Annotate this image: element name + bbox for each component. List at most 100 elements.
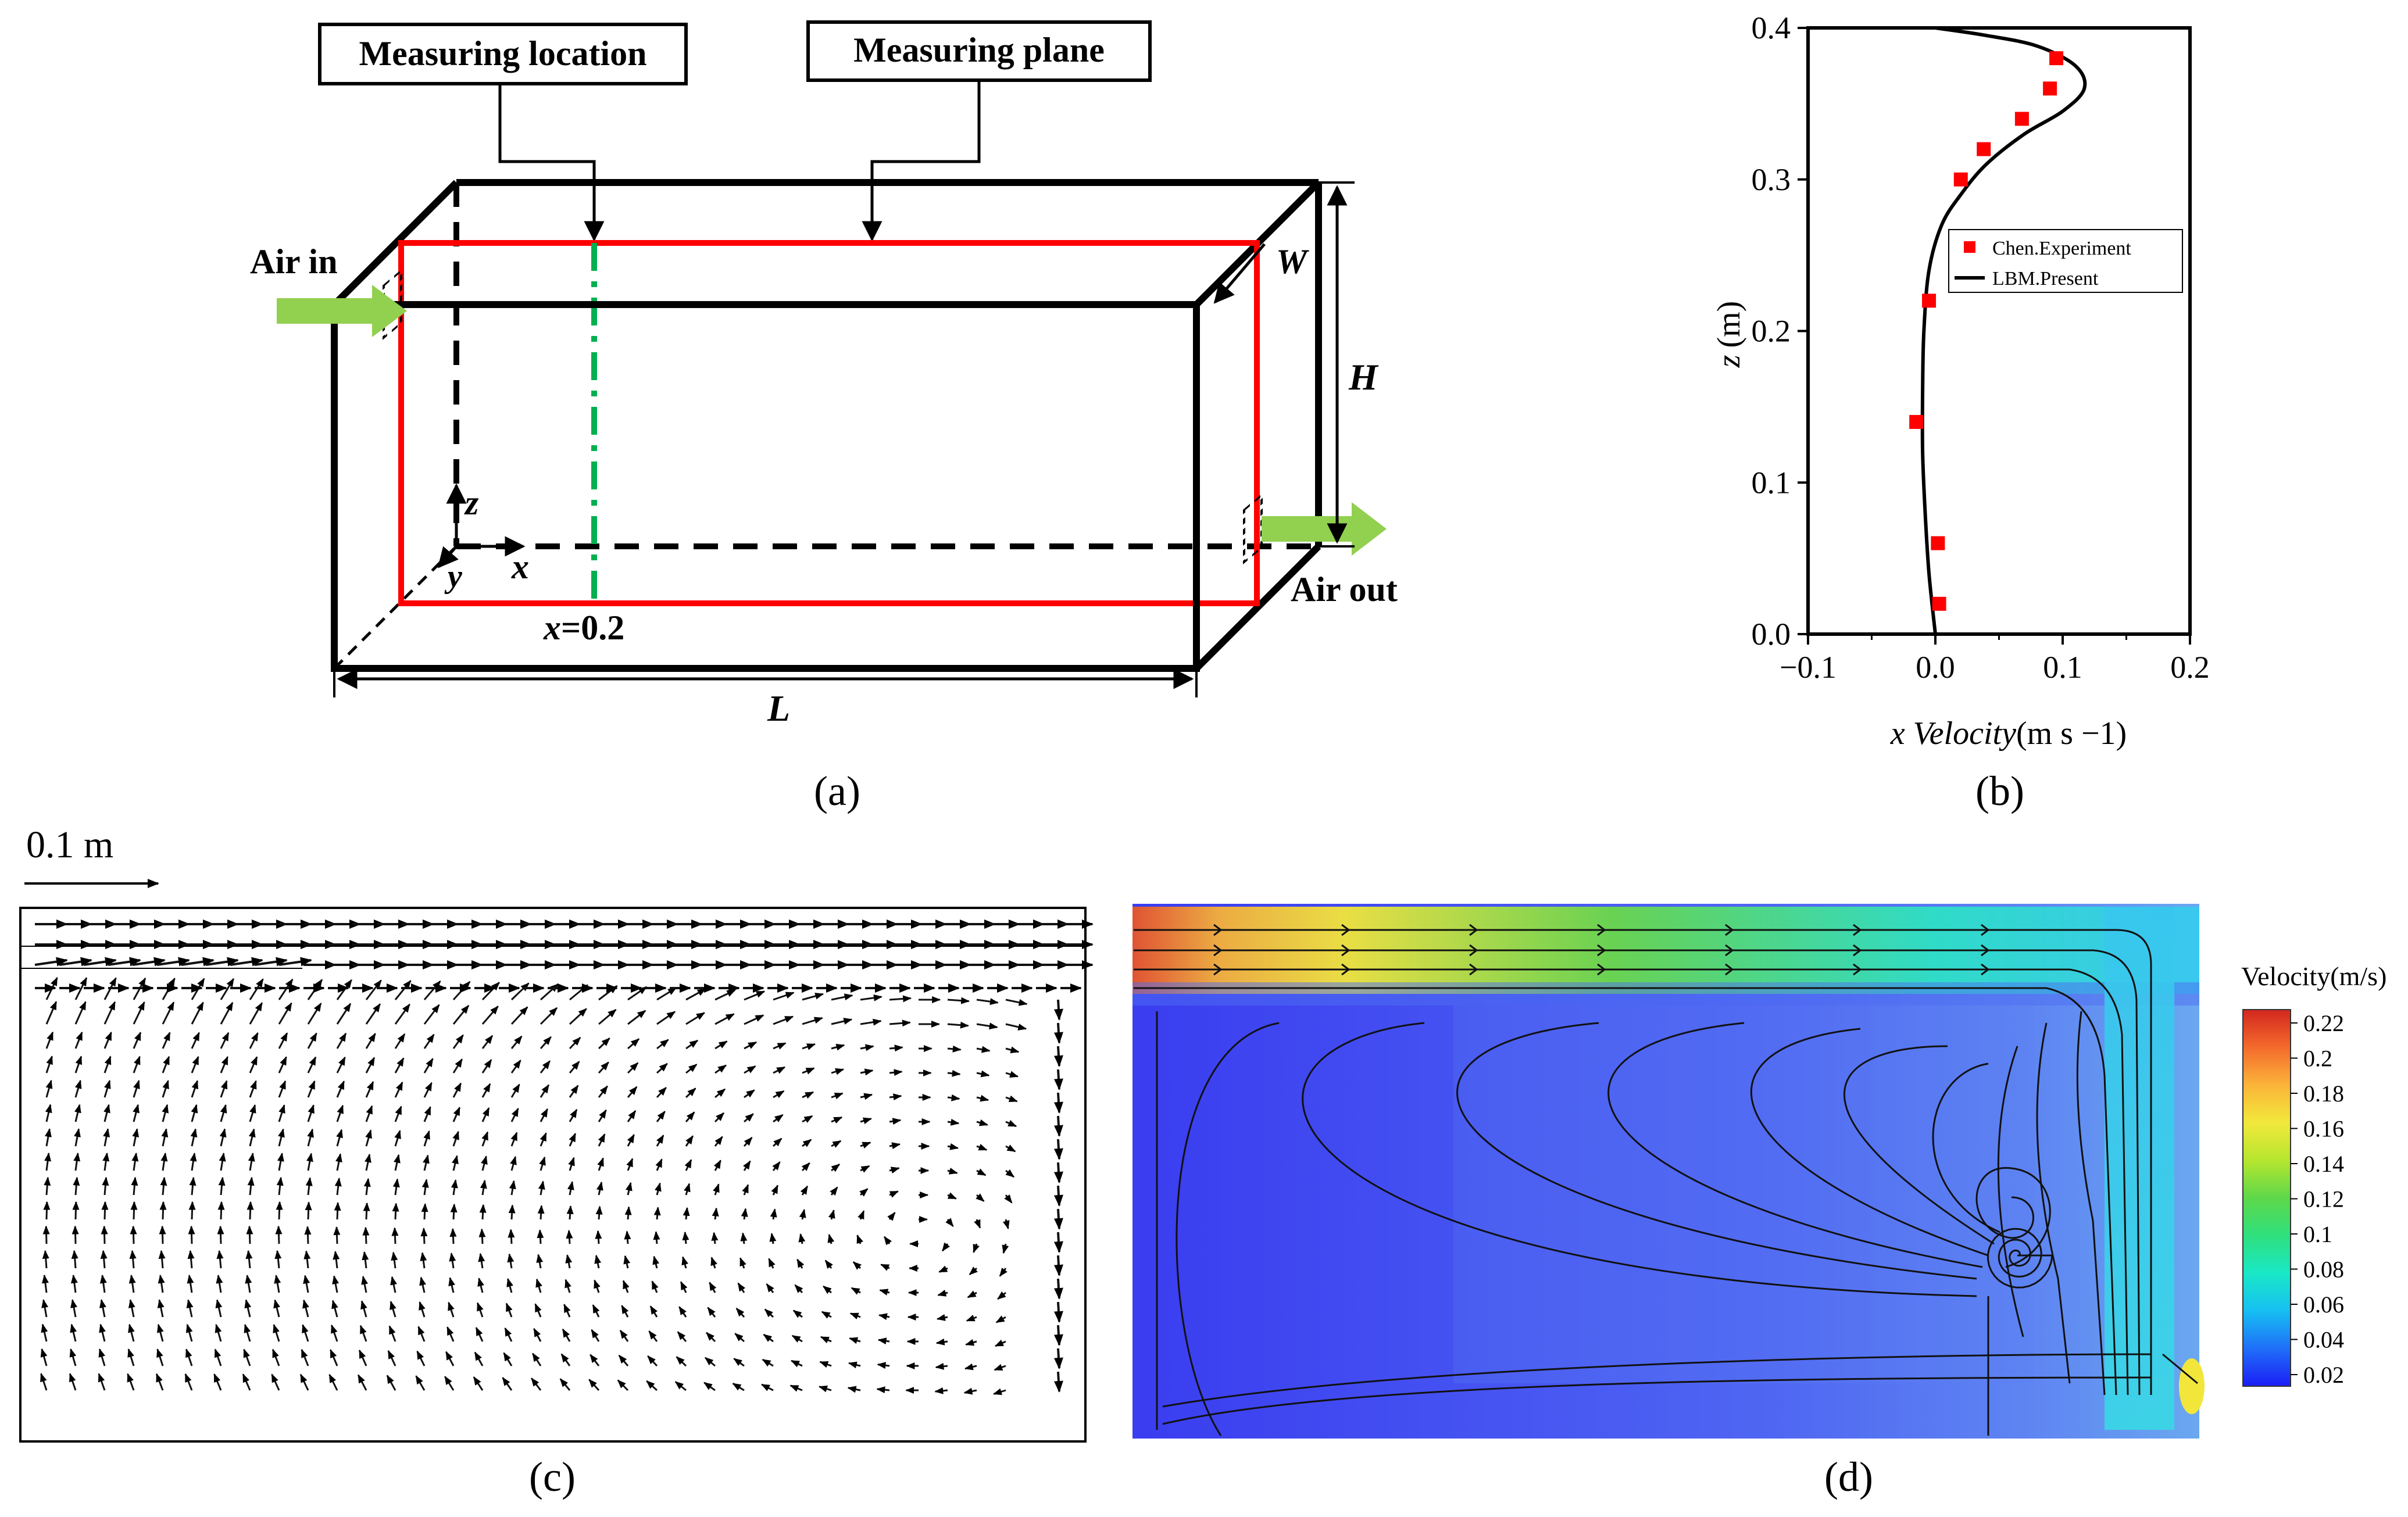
velocity-vector (98, 1348, 106, 1366)
experiment-point (1922, 294, 1937, 308)
velocity-vector (336, 1056, 346, 1074)
velocity-vector (773, 1042, 787, 1050)
velocity-vector (744, 990, 766, 1001)
velocity-vector (714, 1088, 726, 1099)
velocity-vector (248, 1128, 256, 1147)
velocity-vector (305, 1177, 313, 1196)
velocity-vector (976, 1193, 985, 1202)
wall-vector (1053, 1069, 1063, 1090)
streamline-arrow (1597, 924, 1606, 936)
velocity-vector (947, 997, 970, 1004)
velocity-vector (102, 1176, 109, 1196)
velocity-vector (510, 1132, 518, 1147)
velocity-vector (190, 1128, 198, 1147)
velocity-vector (676, 1356, 687, 1367)
velocity-vector (856, 1234, 863, 1244)
velocity-vector (773, 1114, 784, 1123)
velocity-vector (480, 1179, 487, 1196)
velocity-vector (390, 1300, 396, 1318)
velocity-vector (307, 1032, 317, 1049)
velocity-vector (307, 1128, 314, 1147)
colorbar-title: Velocity(m/s) (2241, 961, 2386, 991)
velocity-vector (594, 1279, 601, 1293)
streamline (2036, 1022, 2071, 1384)
velocity-vector (937, 1290, 948, 1297)
experiment-point (1931, 536, 1945, 550)
jet-vector (34, 957, 68, 967)
velocity-vector (416, 1350, 426, 1366)
velocity-vector (394, 1154, 401, 1171)
caption-b: (b) (1975, 768, 2024, 814)
wall-vector (1053, 1371, 1063, 1393)
wall-vector (1053, 1092, 1063, 1114)
legend-label-present: LBM.Present (1992, 268, 2099, 289)
streamline-arrow (1853, 924, 1862, 936)
velocity-vector (802, 1091, 814, 1099)
velocity-vector (100, 1250, 108, 1269)
velocity-vector (936, 1314, 948, 1321)
velocity-vector (44, 1152, 52, 1171)
velocity-vector (503, 1352, 513, 1366)
velocity-vector (792, 1310, 803, 1318)
velocity-vector (473, 1376, 484, 1391)
measuring-plane-label: Measuring plane (853, 31, 1105, 69)
velocity-vector (162, 1056, 170, 1074)
colorbar-tick-label: 0.06 (2303, 1291, 2344, 1318)
velocity-vector (678, 1306, 687, 1318)
velocity-vector (394, 1129, 401, 1147)
velocity-vector (942, 1242, 951, 1252)
wall-vector (1053, 1139, 1063, 1160)
velocity-vector (879, 1289, 890, 1296)
velocity-vector (685, 1135, 694, 1147)
velocity-vector (538, 1180, 545, 1196)
velocity-vector (539, 1156, 546, 1171)
velocity-vector (802, 992, 824, 1001)
velocity-vector (947, 1192, 957, 1200)
velocity-vector (220, 1080, 228, 1098)
velocity-vector (706, 1332, 716, 1343)
velocity-vector (598, 1109, 607, 1122)
velocity-vector (392, 1178, 400, 1196)
caption-d: (d) (1824, 1454, 1873, 1500)
velocity-vector (714, 1040, 728, 1050)
wall-vector (1053, 1208, 1063, 1230)
velocity-vector (732, 1383, 745, 1391)
colorbar-tick-label: 0.02 (2303, 1362, 2344, 1388)
experiment-point (2049, 51, 2064, 66)
velocity-vector (945, 1218, 954, 1227)
velocity-vector (452, 1130, 459, 1147)
jet-vector (278, 957, 312, 967)
velocity-vector (336, 1129, 343, 1147)
velocity-vector (992, 1388, 1006, 1396)
velocity-vector (567, 1180, 574, 1196)
y-tick-label: 0.0 (1752, 617, 1791, 652)
velocity-vector (821, 1311, 832, 1319)
velocity-vector (889, 1069, 903, 1076)
velocity-vector (851, 1287, 861, 1295)
velocity-vector (707, 1307, 716, 1318)
jet-vector (230, 957, 263, 967)
velocity-vector (244, 1299, 252, 1318)
velocity-vector (360, 1300, 367, 1318)
velocity-vector (74, 1104, 81, 1122)
velocity-vector (824, 1260, 833, 1269)
velocity-vector (621, 1304, 629, 1318)
velocity-vector (976, 1094, 989, 1102)
velocity-vector (655, 1182, 662, 1196)
velocity-vector (306, 1153, 313, 1171)
axis-y-label: y (444, 559, 463, 595)
velocity-vector (646, 1380, 658, 1391)
w-dimension-arrow (1213, 243, 1266, 304)
velocity-vector (860, 994, 883, 1001)
velocity-vector (966, 1315, 977, 1322)
velocity-vector (365, 1003, 381, 1025)
outlet-hotspot (2179, 1358, 2205, 1414)
velocity-vector (771, 1185, 778, 1196)
velocity-vector (45, 1128, 52, 1147)
velocity-vector (394, 1081, 403, 1098)
velocity-vectors (20, 919, 1094, 1396)
velocity-vector (617, 1379, 629, 1391)
panel-c: 0.1 m (c) (19, 824, 1094, 1500)
velocity-vector (831, 1140, 842, 1148)
velocity-vector (249, 1104, 256, 1122)
